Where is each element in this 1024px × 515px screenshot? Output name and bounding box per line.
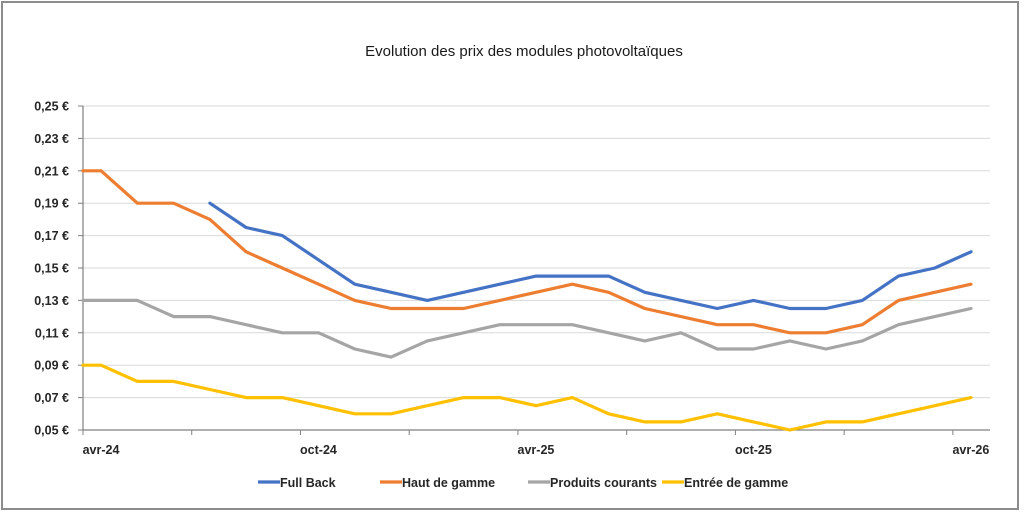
y-tick-label: 0,23 €: [34, 132, 69, 146]
series-line-entr-e-de-gamme: [81, 363, 973, 432]
legend-label: Haut de gamme: [402, 476, 495, 490]
y-tick-label: 0,13 €: [34, 294, 69, 308]
y-tick-label: 0,19 €: [34, 197, 69, 211]
chart-title: Evolution des prix des modules photovolt…: [365, 43, 683, 60]
legend-item: Produits courants: [528, 476, 657, 490]
series-line-produits-courants: [81, 298, 973, 359]
y-tick-label: 0,07 €: [34, 391, 69, 405]
y-tick-label: 0,17 €: [34, 229, 69, 243]
x-tick-label: avr-25: [518, 443, 555, 457]
legend-label: Full Back: [280, 476, 336, 490]
legend-item: Entrée de gamme: [662, 476, 788, 490]
y-tick-label: 0,21 €: [34, 164, 69, 178]
axes: 0,05 € 0,07 € 0,09 € 0,11 € 0,13 € 0,15 € 0,17…: [34, 100, 990, 457]
gridlines: [83, 105, 990, 399]
legend-label: Entrée de gamme: [684, 476, 788, 490]
x-tick-label: oct-24: [300, 443, 337, 457]
y-tick-label: 0,25 €: [34, 100, 69, 114]
y-tick-label: 0,11 €: [35, 326, 69, 340]
series-line-full-back: [208, 201, 973, 311]
legend-item: Full Back: [258, 476, 336, 490]
y-tick-label: 0,15 €: [34, 262, 69, 276]
series-lines: [81, 169, 973, 432]
x-tick-label: oct-25: [735, 443, 772, 457]
x-tick-label: avr-24: [83, 443, 120, 457]
legend: Full Back Haut de gamme Produits courants E…: [258, 476, 788, 490]
legend-label: Produits courants: [550, 476, 657, 490]
y-tick-label: 0,05 €: [34, 424, 69, 438]
series-line-haut-de-gamme: [81, 169, 973, 335]
x-tick-label: avr-26: [952, 443, 989, 457]
y-tick-label: 0,09 €: [34, 359, 69, 373]
legend-item: Haut de gamme: [380, 476, 495, 490]
